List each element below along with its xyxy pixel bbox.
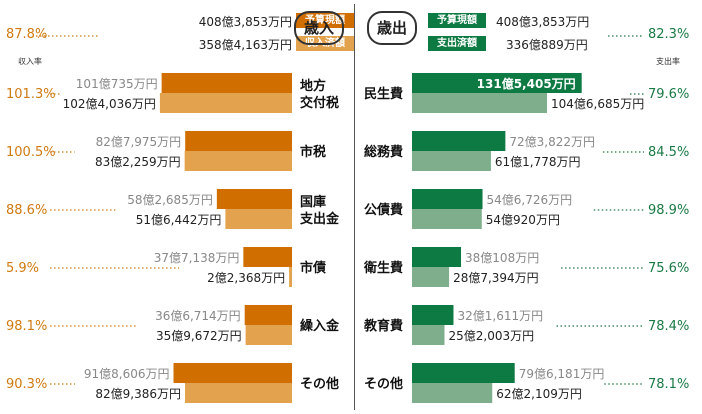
revenue-budget-bar xyxy=(216,189,292,209)
expense-category-label: 公債費 xyxy=(364,202,403,218)
expense-actual-label: 54億920万円 xyxy=(486,213,560,227)
revenue-category-label: 市債 xyxy=(300,260,326,276)
revenue-actual-bar xyxy=(159,93,292,113)
revenue-rate-label: 5.9% xyxy=(6,261,39,276)
revenue-rate-label: 101.3% xyxy=(6,87,56,102)
revenue-total-budget: 408億3,853万円 xyxy=(198,15,292,29)
expense-budget-label: 131億5,405万円 xyxy=(477,76,576,91)
expense-actual-label: 28億7,394万円 xyxy=(453,271,539,285)
revenue-category-label: 市税 xyxy=(300,144,326,160)
expense-actual-bar xyxy=(412,325,445,345)
expense-total-actual: 336億889万円 xyxy=(506,38,588,52)
revenue-actual-bar xyxy=(184,151,292,171)
expense-title: 歳出 xyxy=(367,11,417,45)
expense-budget-bar xyxy=(412,131,506,151)
revenue-budget-bar xyxy=(244,305,292,325)
revenue-budget-bar xyxy=(185,131,292,151)
revenue-budget-label: 58億2,685万円 xyxy=(127,193,213,207)
revenue-budget-label: 36億6,714万円 xyxy=(155,309,241,323)
expense-budget-bar xyxy=(412,305,454,325)
revenue-rate-label: 100.5% xyxy=(6,145,56,160)
revenue-actual-label: 83億2,259万円 xyxy=(95,155,181,169)
expense-category-label: その他 xyxy=(364,376,403,392)
revenue-budget-label: 37億7,138万円 xyxy=(154,251,240,265)
expense-actual-label: 25億2,003万円 xyxy=(449,329,535,343)
expense-category-label: 教育費 xyxy=(363,318,403,334)
revenue-category-label: その他 xyxy=(300,376,339,392)
revenue-category-label: 支出金 xyxy=(299,211,340,227)
expense-tag-actual: 支出済額 xyxy=(428,36,486,51)
revenue-budget-label: 91億8,606万円 xyxy=(84,367,170,381)
revenue-actual-label: 35億9,672万円 xyxy=(156,329,242,343)
expense-rate-label: 78.1% xyxy=(648,377,689,392)
revenue-budget-bar xyxy=(161,73,292,93)
expense-budget-bar xyxy=(412,73,582,93)
revenue-rate-label: 90.3% xyxy=(6,377,47,392)
revenue-title: 歳入 xyxy=(294,11,344,45)
expense-actual-bar xyxy=(412,151,491,171)
revenue-actual-label: 102億4,036万円 xyxy=(63,97,156,111)
expense-actual-bar xyxy=(412,209,482,229)
center-divider xyxy=(354,4,355,410)
expense-rate-label: 75.6% xyxy=(648,261,689,276)
revenue-rate-label: 収入率 xyxy=(18,57,42,66)
expense-actual-bar xyxy=(412,267,450,287)
expense-budget-bar xyxy=(412,363,515,383)
revenue-actual-bar xyxy=(289,267,292,287)
revenue-budget-label: 101億735万円 xyxy=(76,77,158,91)
expense-budget-label: 38億108万円 xyxy=(465,251,539,265)
expense-budget-label: 54億6,726万円 xyxy=(487,193,573,207)
revenue-actual-label: 82億9,386万円 xyxy=(95,387,181,401)
revenue-total-actual: 358億4,163万円 xyxy=(198,38,292,52)
revenue-category-label: 繰入金 xyxy=(300,318,340,334)
revenue-category-label: 交付税 xyxy=(300,95,339,111)
revenue-category-label: 国庫 xyxy=(300,194,326,210)
revenue-actual-label: 51億6,442万円 xyxy=(136,213,222,227)
expense-rate-label: 79.6% xyxy=(648,87,689,102)
revenue-category-label: 地方 xyxy=(300,78,326,94)
revenue-rate-label: 98.1% xyxy=(6,319,47,334)
expense-category-label: 衛生費 xyxy=(363,260,403,276)
expense-category-label: 総務費 xyxy=(364,144,403,160)
expense-actual-bar xyxy=(412,93,548,113)
expense-total-rate: 82.3% xyxy=(648,27,690,42)
expense-tag-budget: 予算現額 xyxy=(428,13,486,28)
expense-budget-bar xyxy=(412,189,483,209)
revenue-actual-label: 2億2,368万円 xyxy=(207,271,285,285)
revenue-budget-label: 82億7,975万円 xyxy=(96,135,182,149)
revenue-actual-bar xyxy=(245,325,292,345)
expense-budget-label: 72億3,822万円 xyxy=(509,135,595,149)
revenue-budget-bar xyxy=(243,247,292,267)
expense-rate-label: 98.9% xyxy=(648,203,689,218)
revenue-total-rate: 87.8% xyxy=(6,27,48,42)
expense-rate-label: 84.5% xyxy=(648,145,689,160)
revenue-rate-label: 88.6% xyxy=(6,203,47,218)
expense-actual-label: 61億1,778万円 xyxy=(495,155,581,169)
expense-actual-label: 104億6,685万円 xyxy=(551,97,644,111)
revenue-budget-bar xyxy=(173,363,292,383)
expense-rate-label: 78.4% xyxy=(648,319,689,334)
expense-budget-bar xyxy=(412,247,462,267)
expense-total-budget: 408億3,853万円 xyxy=(496,15,590,29)
revenue-actual-bar xyxy=(225,209,292,229)
expense-actual-bar xyxy=(412,383,493,403)
expense-budget-label: 79億6,181万円 xyxy=(519,367,605,381)
expense-rate-label: 支出率 xyxy=(656,57,680,66)
expense-budget-label: 32億1,611万円 xyxy=(457,309,543,323)
expense-category-label: 民生費 xyxy=(364,86,403,102)
revenue-actual-bar xyxy=(185,383,292,403)
expense-actual-label: 62億2,109万円 xyxy=(496,387,582,401)
